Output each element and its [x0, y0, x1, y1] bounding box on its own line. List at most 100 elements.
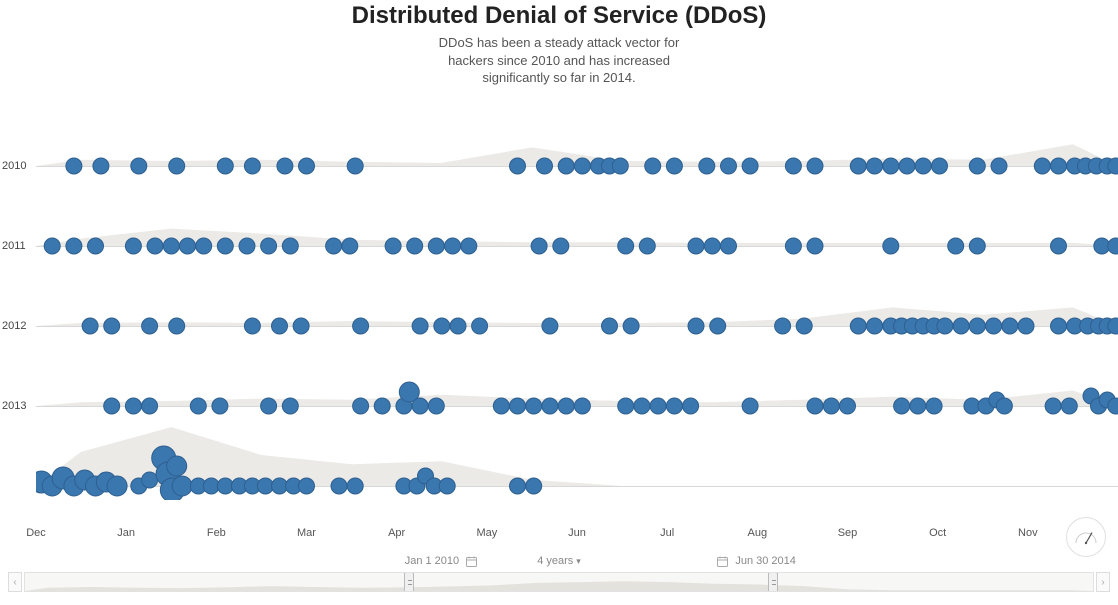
- timeslider-handle-right[interactable]: [768, 572, 778, 592]
- event-point[interactable]: [823, 398, 839, 414]
- event-point[interactable]: [807, 238, 823, 254]
- event-point[interactable]: [107, 476, 127, 496]
- event-point[interactable]: [953, 318, 969, 334]
- event-point[interactable]: [407, 238, 423, 254]
- event-point[interactable]: [1051, 318, 1067, 334]
- event-point[interactable]: [212, 398, 228, 414]
- event-point[interactable]: [688, 318, 704, 334]
- event-point[interactable]: [82, 318, 98, 334]
- event-point[interactable]: [721, 238, 737, 254]
- event-point[interactable]: [347, 158, 363, 174]
- event-point[interactable]: [282, 398, 298, 414]
- event-point[interactable]: [894, 398, 910, 414]
- event-point[interactable]: [526, 478, 542, 494]
- event-point[interactable]: [261, 398, 277, 414]
- event-point[interactable]: [666, 398, 682, 414]
- event-point[interactable]: [785, 238, 801, 254]
- event-point[interactable]: [937, 318, 953, 334]
- event-point[interactable]: [986, 318, 1002, 334]
- event-point[interactable]: [196, 238, 212, 254]
- event-point[interactable]: [125, 398, 141, 414]
- event-point[interactable]: [537, 158, 553, 174]
- event-point[interactable]: [450, 318, 466, 334]
- event-point[interactable]: [574, 158, 590, 174]
- event-point[interactable]: [125, 238, 141, 254]
- event-point[interactable]: [850, 318, 866, 334]
- event-point[interactable]: [66, 158, 82, 174]
- event-point[interactable]: [131, 158, 147, 174]
- event-point[interactable]: [142, 318, 158, 334]
- event-point[interactable]: [618, 398, 634, 414]
- event-point[interactable]: [217, 238, 233, 254]
- event-point[interactable]: [602, 318, 618, 334]
- event-point[interactable]: [807, 398, 823, 414]
- event-point[interactable]: [883, 158, 899, 174]
- event-point[interactable]: [293, 318, 309, 334]
- event-point[interactable]: [142, 398, 158, 414]
- event-point[interactable]: [526, 398, 542, 414]
- event-point[interactable]: [1018, 318, 1034, 334]
- event-point[interactable]: [66, 238, 82, 254]
- calendar-icon[interactable]: [717, 556, 728, 567]
- event-point[interactable]: [347, 478, 363, 494]
- event-point[interactable]: [558, 158, 574, 174]
- event-point[interactable]: [932, 158, 948, 174]
- event-point[interactable]: [666, 158, 682, 174]
- timeslider-prev-button[interactable]: ‹: [8, 572, 22, 592]
- event-point[interactable]: [926, 398, 942, 414]
- event-point[interactable]: [163, 238, 179, 254]
- event-point[interactable]: [948, 238, 964, 254]
- event-point[interactable]: [991, 158, 1007, 174]
- event-point[interactable]: [969, 158, 985, 174]
- event-point[interactable]: [93, 158, 109, 174]
- event-point[interactable]: [699, 158, 715, 174]
- event-point[interactable]: [542, 398, 558, 414]
- event-point[interactable]: [261, 238, 277, 254]
- event-point[interactable]: [1061, 398, 1077, 414]
- event-point[interactable]: [742, 398, 758, 414]
- event-point[interactable]: [104, 318, 120, 334]
- event-point[interactable]: [510, 158, 526, 174]
- event-point[interactable]: [172, 476, 192, 496]
- speed-gauge[interactable]: [1066, 517, 1106, 557]
- event-point[interactable]: [574, 398, 590, 414]
- event-point[interactable]: [272, 318, 288, 334]
- event-point[interactable]: [910, 398, 926, 414]
- event-point[interactable]: [683, 398, 699, 414]
- event-point[interactable]: [542, 318, 558, 334]
- event-point[interactable]: [634, 398, 650, 414]
- event-point[interactable]: [331, 478, 347, 494]
- event-point[interactable]: [412, 398, 428, 414]
- event-point[interactable]: [969, 238, 985, 254]
- event-point[interactable]: [510, 398, 526, 414]
- event-point[interactable]: [326, 238, 342, 254]
- timeslider-next-button[interactable]: ›: [1096, 572, 1110, 592]
- event-point[interactable]: [785, 158, 801, 174]
- event-point[interactable]: [996, 398, 1012, 414]
- event-point[interactable]: [639, 238, 655, 254]
- event-point[interactable]: [190, 398, 206, 414]
- event-point[interactable]: [461, 238, 477, 254]
- event-point[interactable]: [1045, 398, 1061, 414]
- event-point[interactable]: [142, 472, 158, 488]
- event-point[interactable]: [1051, 158, 1067, 174]
- event-point[interactable]: [385, 238, 401, 254]
- timeslider-track[interactable]: [24, 572, 1094, 592]
- event-point[interactable]: [899, 158, 915, 174]
- event-point[interactable]: [688, 238, 704, 254]
- event-point[interactable]: [428, 398, 444, 414]
- timeslider-handle-left[interactable]: [404, 572, 414, 592]
- event-point[interactable]: [775, 318, 791, 334]
- event-point[interactable]: [915, 158, 931, 174]
- event-point[interactable]: [721, 158, 737, 174]
- event-point[interactable]: [807, 158, 823, 174]
- event-point[interactable]: [531, 238, 547, 254]
- event-point[interactable]: [439, 478, 455, 494]
- event-point[interactable]: [244, 318, 260, 334]
- calendar-icon[interactable]: [466, 556, 477, 567]
- event-point[interactable]: [742, 158, 758, 174]
- event-point[interactable]: [1108, 238, 1118, 254]
- event-point[interactable]: [342, 238, 358, 254]
- event-point[interactable]: [650, 398, 666, 414]
- timeslider-range-dropdown[interactable]: 4 years▾: [537, 555, 581, 567]
